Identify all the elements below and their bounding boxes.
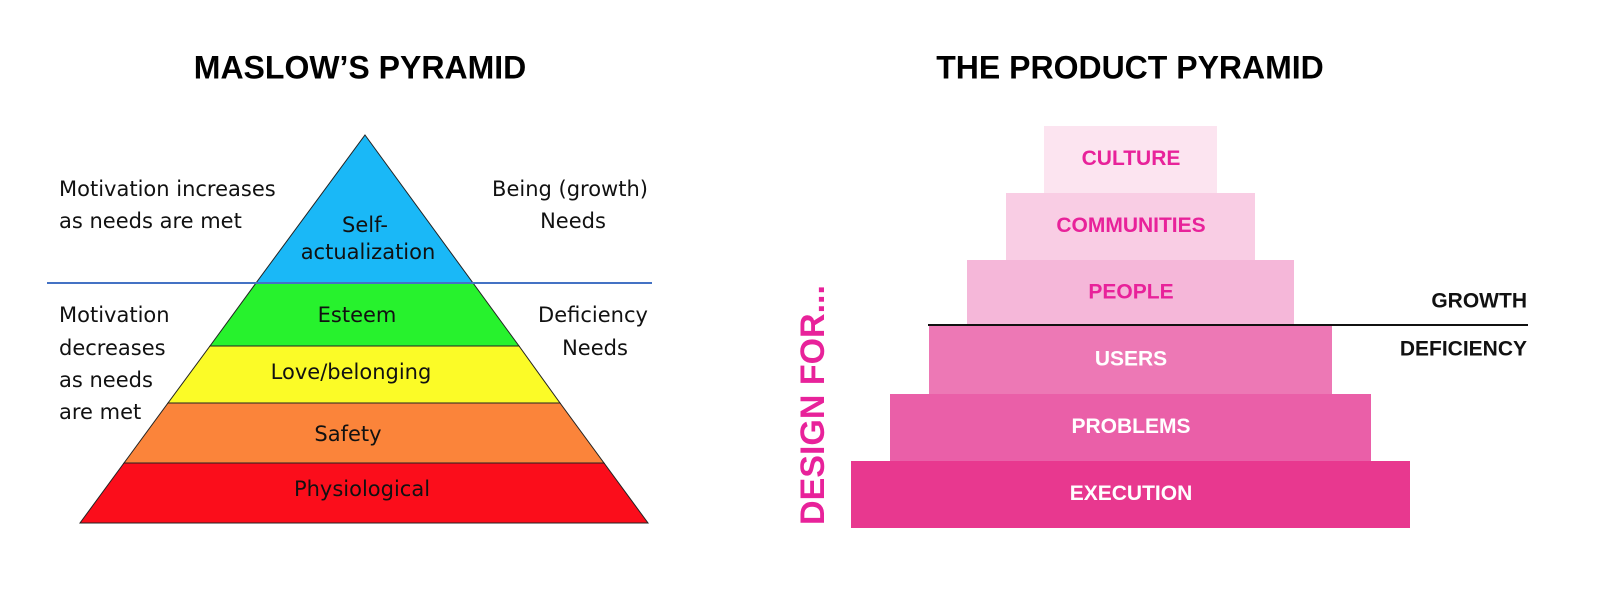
layer: [79, 462, 649, 524]
side-label: DESIGN FOR...: [794, 285, 832, 525]
steps: CULTURE COMMUNITIES PEOPLE USERS PROBLEMS EXE…: [851, 126, 1410, 528]
title: THE PRODUCT PYRAMID: [936, 49, 1324, 85]
note: Being (growth): [492, 177, 648, 201]
layer-label: Love/belonging: [271, 360, 432, 384]
note: Needs: [540, 209, 606, 233]
step: [929, 326, 1332, 394]
note: Motivation: [59, 303, 170, 327]
growth-label: GROWTH: [1431, 290, 1527, 313]
step: [890, 394, 1371, 461]
layer-label: Physiological: [294, 477, 430, 501]
note: decreases: [59, 336, 166, 360]
step: [967, 260, 1294, 326]
step: [1006, 193, 1255, 260]
note: are met: [59, 400, 141, 424]
step-label: USERS: [1095, 348, 1167, 371]
layer-label: actualization: [301, 240, 436, 264]
layer-label: Esteem: [318, 303, 397, 327]
step-label: PROBLEMS: [1071, 415, 1190, 438]
layer-label: Self-: [342, 213, 388, 237]
layer-label: Safety: [314, 422, 381, 446]
step-label: CULTURE: [1082, 147, 1181, 170]
note: Deficiency: [538, 303, 648, 327]
note: as needs are met: [59, 209, 242, 233]
note: Motivation increases: [59, 177, 276, 201]
step: [1044, 126, 1217, 193]
step-label: EXECUTION: [1070, 482, 1193, 505]
step-label: PEOPLE: [1088, 281, 1173, 304]
deficiency-label: DEFICIENCY: [1400, 338, 1527, 361]
step-label: COMMUNITIES: [1056, 214, 1205, 237]
note: as needs: [59, 368, 153, 392]
title: MASLOW’S PYRAMID: [194, 49, 526, 85]
note: Needs: [562, 336, 628, 360]
step: [851, 461, 1410, 528]
